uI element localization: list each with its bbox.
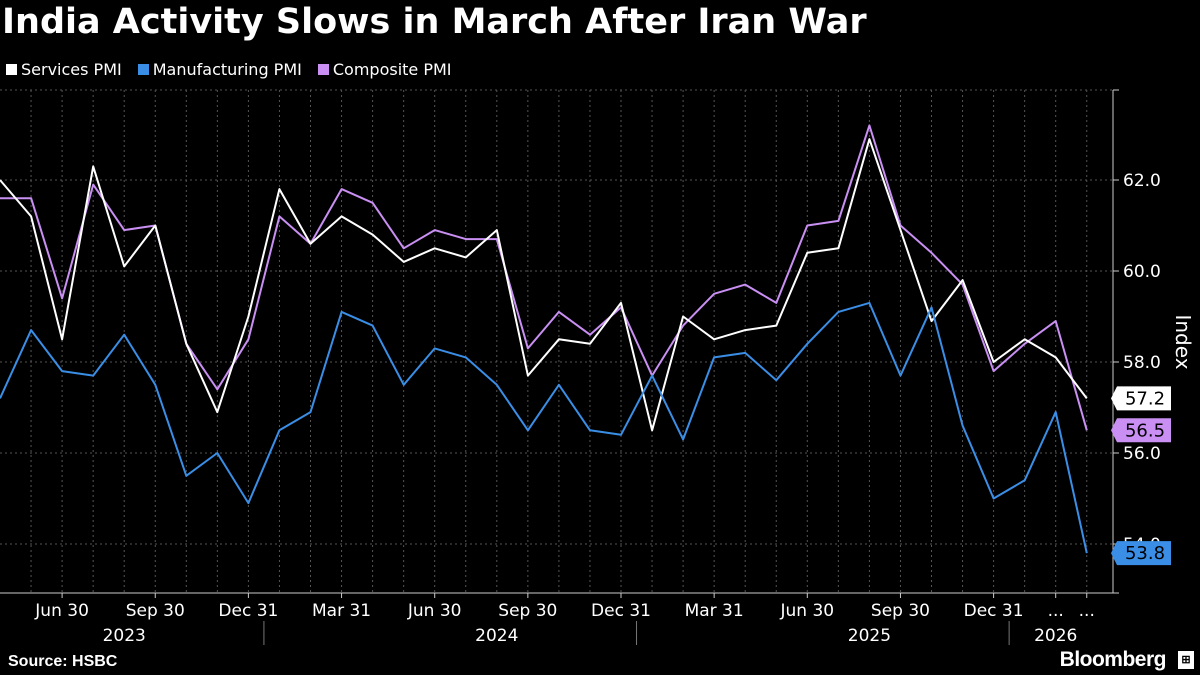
legend-swatch-manufacturing [137, 64, 149, 75]
x-tick-label: Sep 30 [498, 601, 557, 621]
legend-label-services: Services PMI [21, 60, 122, 79]
end-label-box [1111, 386, 1171, 411]
x-tick-label: ... [1048, 601, 1064, 621]
y-tick-label: 62.0 [1123, 171, 1161, 191]
x-tick-label: Mar 31 [685, 601, 744, 621]
legend-item-composite: Composite PMI [317, 60, 452, 79]
legend-swatch-composite [317, 64, 329, 75]
source-note: Source: HSBC [8, 653, 118, 670]
y-tick-label: 60.0 [1123, 262, 1161, 282]
end-label-services-pmi: 57.2 [1111, 386, 1171, 411]
end-label-box [1111, 418, 1171, 443]
chart-title: India Activity Slows in March After Iran… [2, 2, 867, 42]
x-year-label: 2024 [475, 626, 518, 646]
legend-swatch-services [6, 64, 17, 75]
x-tick-label: Dec 31 [964, 601, 1024, 621]
x-tick-label: Dec 31 [218, 601, 278, 621]
x-tick-label: Dec 31 [591, 601, 651, 621]
x-tick-label: ... [1079, 601, 1095, 621]
legend-item-services: Services PMI [6, 60, 122, 79]
x-tick-label: Jun 30 [407, 601, 462, 621]
series-line-services-pmi [0, 138, 1088, 432]
series-line-composite-pmi [0, 124, 1088, 431]
x-tick-label: Jun 30 [34, 601, 89, 621]
end-label-manufacturing-pmi: 53.8 [1111, 541, 1171, 566]
x-year-label: 2023 [103, 626, 146, 646]
x-tick-label: Jun 30 [779, 601, 834, 621]
x-year-label: 2025 [848, 626, 891, 646]
end-label-text: 57.2 [1125, 388, 1165, 409]
x-tick-label: Sep 30 [126, 601, 185, 621]
y-tick-label: 56.0 [1123, 444, 1161, 464]
legend-label-composite: Composite PMI [332, 60, 452, 79]
y-tick-label: 58.0 [1123, 353, 1161, 373]
series-line-manufacturing-pmi [0, 301, 1088, 554]
x-year-label: 2026 [1034, 626, 1077, 646]
y-axis-label: Index [1171, 314, 1195, 369]
x-tick-label: Mar 31 [312, 601, 371, 621]
legend-label-manufacturing: Manufacturing PMI [152, 60, 302, 79]
legend-item-manufacturing: Manufacturing PMI [137, 60, 302, 79]
bloomberg-logo: Bloomberg [1059, 648, 1167, 671]
x-tick-label: Sep 30 [871, 601, 930, 621]
end-label-box [1111, 541, 1171, 566]
legend: Services PMI Manufacturing PMI Composite… [6, 60, 452, 79]
end-label-composite-pmi: 56.5 [1111, 418, 1171, 443]
end-label-text: 56.5 [1125, 420, 1165, 441]
bloomberg-logo-icon: ⊞ [1178, 651, 1194, 669]
end-label-text: 53.8 [1125, 543, 1165, 564]
